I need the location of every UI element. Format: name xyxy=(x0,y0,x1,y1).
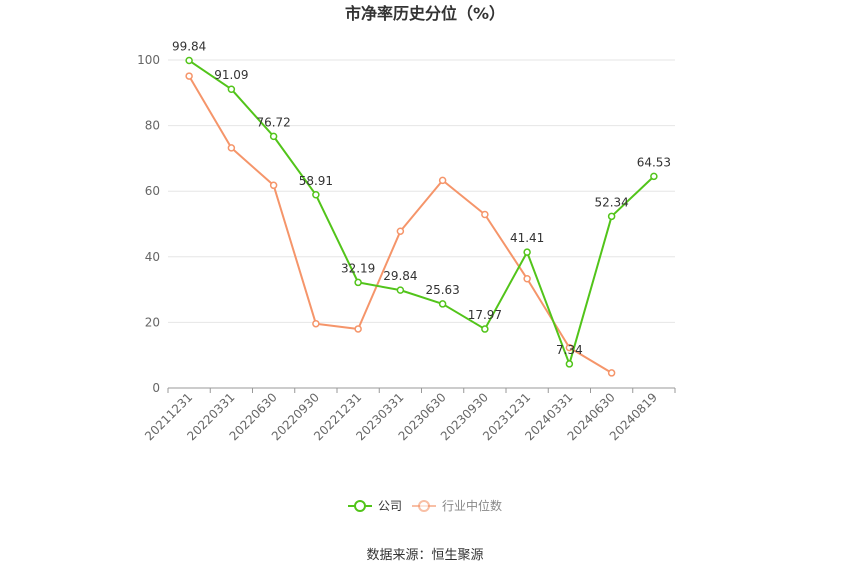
data-label: 41.41 xyxy=(510,231,544,245)
data-point-industry[interactable] xyxy=(185,72,193,80)
legend-industry-label: 行业中位数 xyxy=(442,498,502,513)
series-line-industry xyxy=(188,75,613,374)
data-point-industry[interactable] xyxy=(396,227,405,235)
series-layer xyxy=(185,56,658,377)
data-point-industry[interactable] xyxy=(438,176,447,185)
data-label: 58.91 xyxy=(299,174,333,188)
data-label: 29.84 xyxy=(383,269,417,283)
y-tick-label: 100 xyxy=(137,53,160,67)
chart-title: 市净率历史分位（%） xyxy=(345,4,505,23)
data-point-company[interactable] xyxy=(438,300,447,308)
data-point-company[interactable] xyxy=(481,325,489,333)
data-point-company[interactable] xyxy=(185,56,193,65)
data-point-company[interactable] xyxy=(396,286,405,294)
legend-item-company[interactable]: 公司 xyxy=(348,499,402,513)
y-tick-label: 20 xyxy=(145,315,160,329)
data-label: 25.63 xyxy=(425,283,459,297)
legend-company-marker xyxy=(354,500,366,512)
axes: 0204060801002021123120220331202206302022… xyxy=(137,53,676,443)
series-line-company xyxy=(188,59,655,365)
y-tick-label: 0 xyxy=(152,381,160,395)
data-point-industry[interactable] xyxy=(523,275,531,283)
legend-industry-marker xyxy=(418,500,430,512)
data-point-company[interactable] xyxy=(523,248,531,256)
grid xyxy=(168,59,675,323)
data-point-industry[interactable] xyxy=(312,319,320,328)
data-labels: 99.84 91.09 76.72 58.91 32.19 29.84 25.63 17.97… xyxy=(172,40,671,357)
legend-company-label: 公司 xyxy=(378,499,402,513)
data-point-industry[interactable] xyxy=(269,181,278,190)
legend-item-industry[interactable]: 行业中位数 xyxy=(412,498,502,513)
data-point-company[interactable] xyxy=(565,360,574,368)
data-point-company[interactable] xyxy=(227,85,236,93)
data-label: 32.19 xyxy=(341,261,375,275)
data-point-company[interactable] xyxy=(269,132,278,141)
data-label: 17.97 xyxy=(468,308,502,322)
data-label: 76.72 xyxy=(256,115,290,129)
data-point-industry[interactable] xyxy=(481,210,489,219)
data-point-company[interactable] xyxy=(312,191,320,199)
data-point-company[interactable] xyxy=(607,212,616,221)
data-point-company[interactable] xyxy=(354,278,362,287)
y-tick-label: 60 xyxy=(145,184,160,198)
legend[interactable]: 公司 行业中位数 xyxy=(348,498,502,513)
data-point-industry[interactable] xyxy=(607,369,616,377)
data-point-industry[interactable] xyxy=(354,325,362,333)
data-label: 99.84 xyxy=(172,40,206,54)
y-tick-label: 40 xyxy=(145,250,160,264)
data-point-industry[interactable] xyxy=(565,343,574,352)
data-label: 64.53 xyxy=(637,155,671,169)
data-label: 52.34 xyxy=(594,195,628,209)
data-label: 91.09 xyxy=(214,68,248,82)
source-note: 数据来源：恒生聚源 xyxy=(366,548,483,563)
y-tick-label: 80 xyxy=(145,119,160,133)
data-label: 7.34 xyxy=(556,343,583,357)
data-point-company[interactable] xyxy=(650,172,658,181)
data-point-industry[interactable] xyxy=(227,144,236,152)
